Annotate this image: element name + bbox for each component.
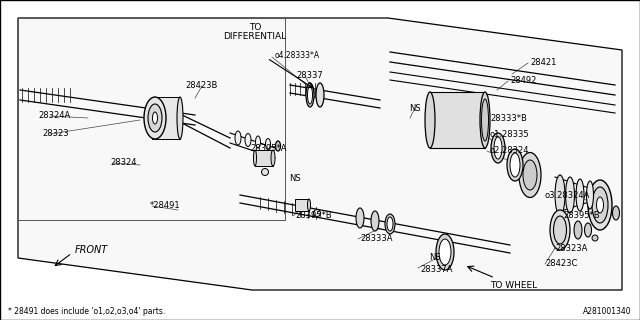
Ellipse shape — [481, 99, 488, 141]
Text: o4.28333*A: o4.28333*A — [275, 51, 320, 60]
Text: FRONT: FRONT — [75, 245, 108, 255]
Ellipse shape — [425, 92, 435, 148]
Ellipse shape — [144, 97, 166, 139]
Text: 28423B: 28423B — [185, 81, 218, 90]
Text: 28324A: 28324A — [38, 110, 70, 119]
Text: *28491: *28491 — [150, 201, 180, 210]
Text: o1.28335: o1.28335 — [490, 130, 530, 139]
Ellipse shape — [574, 221, 582, 239]
Ellipse shape — [510, 153, 520, 177]
Ellipse shape — [271, 150, 275, 166]
Ellipse shape — [507, 149, 523, 181]
Ellipse shape — [275, 141, 280, 151]
Ellipse shape — [592, 235, 598, 241]
Text: * 28491 does include 'o1,o2,o3,o4' parts.: * 28491 does include 'o1,o2,o3,o4' parts… — [8, 308, 165, 316]
Ellipse shape — [550, 210, 570, 250]
Ellipse shape — [307, 199, 310, 211]
Text: 28333*B: 28333*B — [490, 114, 527, 123]
Polygon shape — [430, 92, 485, 148]
Ellipse shape — [356, 208, 364, 228]
Text: TO: TO — [249, 22, 261, 31]
Text: 28323A: 28323A — [555, 244, 588, 252]
Ellipse shape — [371, 211, 379, 231]
Ellipse shape — [436, 234, 454, 270]
Ellipse shape — [177, 97, 183, 139]
Text: NS: NS — [409, 103, 421, 113]
Text: 28395*A: 28395*A — [250, 143, 287, 153]
Ellipse shape — [566, 177, 575, 213]
Ellipse shape — [554, 216, 566, 244]
Ellipse shape — [480, 92, 490, 148]
Text: 28421: 28421 — [530, 58, 556, 67]
Text: 28333A: 28333A — [360, 234, 392, 243]
Ellipse shape — [586, 181, 593, 209]
Text: 28337: 28337 — [296, 70, 323, 79]
Text: 28324: 28324 — [110, 157, 136, 166]
Ellipse shape — [612, 206, 620, 220]
Ellipse shape — [245, 133, 251, 147]
Text: o3.28324A: o3.28324A — [545, 190, 590, 199]
Ellipse shape — [519, 153, 541, 197]
Ellipse shape — [576, 179, 584, 211]
Polygon shape — [295, 199, 309, 211]
Polygon shape — [255, 150, 273, 166]
Ellipse shape — [584, 223, 591, 237]
Ellipse shape — [266, 139, 271, 149]
Ellipse shape — [255, 136, 260, 148]
Ellipse shape — [387, 217, 393, 231]
Ellipse shape — [314, 210, 321, 217]
Text: A281001340: A281001340 — [584, 308, 632, 316]
Ellipse shape — [555, 175, 565, 215]
Ellipse shape — [439, 239, 451, 265]
Text: 28395*B: 28395*B — [563, 211, 600, 220]
Text: DIFFERENTIAL: DIFFERENTIAL — [223, 31, 287, 41]
Text: 28423C: 28423C — [545, 259, 577, 268]
Text: o2.28324: o2.28324 — [490, 146, 529, 155]
Text: 28323: 28323 — [42, 129, 68, 138]
Ellipse shape — [306, 83, 314, 107]
Ellipse shape — [596, 197, 604, 213]
Ellipse shape — [148, 104, 162, 132]
Text: NS: NS — [289, 173, 301, 182]
Ellipse shape — [253, 150, 257, 166]
Ellipse shape — [592, 187, 608, 223]
Text: NS: NS — [429, 253, 441, 262]
Text: TO WHEEL: TO WHEEL — [490, 281, 537, 290]
Text: 28492: 28492 — [510, 76, 536, 84]
Ellipse shape — [494, 137, 502, 159]
Polygon shape — [18, 18, 622, 290]
Polygon shape — [152, 97, 180, 139]
Text: 28337A: 28337A — [420, 266, 452, 275]
Ellipse shape — [152, 112, 157, 124]
Ellipse shape — [385, 214, 395, 234]
Ellipse shape — [307, 86, 312, 104]
Ellipse shape — [588, 180, 612, 230]
Text: 28395*B: 28395*B — [295, 211, 332, 220]
Ellipse shape — [235, 131, 241, 145]
Ellipse shape — [523, 160, 537, 190]
Ellipse shape — [262, 169, 269, 175]
Ellipse shape — [316, 83, 324, 107]
Ellipse shape — [491, 133, 505, 163]
